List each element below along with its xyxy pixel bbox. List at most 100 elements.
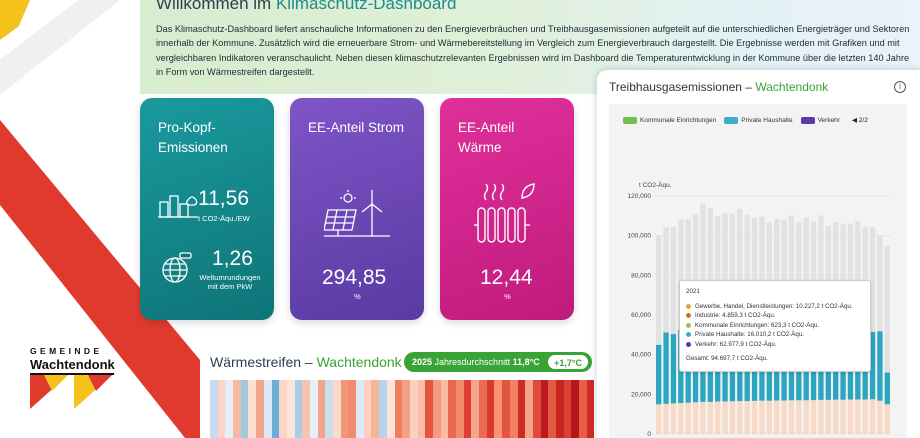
stripe-year[interactable] xyxy=(563,380,572,438)
bar-segment xyxy=(840,399,846,434)
stripe-year[interactable] xyxy=(555,380,564,438)
tooltip-row: Gewerbe, Handel, Dienstleistungen: 10.22… xyxy=(686,302,864,312)
stripe-year[interactable] xyxy=(486,380,495,438)
card-ee-anteil-strom[interactable]: EE-Anteil Strom 294,85 % xyxy=(290,98,424,320)
stripe-year[interactable] xyxy=(463,380,472,438)
stripe-year[interactable] xyxy=(271,380,280,438)
stripe-year[interactable] xyxy=(240,380,249,438)
stripe-year[interactable] xyxy=(279,380,287,438)
stripe-year[interactable] xyxy=(210,380,218,438)
intro-text: Das Klimaschutz-Dashboard liefert anscha… xyxy=(156,24,910,77)
stripe-year[interactable] xyxy=(471,380,480,438)
stripe-year[interactable] xyxy=(540,380,549,438)
emissions-unit: t CO2-Äqu./EW xyxy=(198,214,250,223)
waerme-unit: % xyxy=(504,292,511,301)
chart-tooltip: 2021 Gewerbe, Handel, Dienstleistungen: 1… xyxy=(679,280,871,372)
stripe-year[interactable] xyxy=(402,380,410,438)
bar-segment xyxy=(810,221,817,331)
stripe-year[interactable] xyxy=(502,380,510,438)
stripe-year[interactable] xyxy=(225,380,234,438)
stripe-year[interactable] xyxy=(409,380,418,438)
legend-pager[interactable]: ◀ 2/2 xyxy=(851,117,868,124)
bar-segment xyxy=(855,399,861,434)
bar-segment xyxy=(774,219,780,331)
bar-segment xyxy=(685,219,691,331)
y-tick-label: 120,000 xyxy=(628,193,652,200)
bar-segment xyxy=(877,235,883,332)
card-title: EE-Anteil Strom xyxy=(308,120,405,135)
stripe-year[interactable] xyxy=(417,380,426,438)
stripe-year[interactable] xyxy=(263,380,272,438)
stripe-year[interactable] xyxy=(333,380,341,438)
stripe-year[interactable] xyxy=(248,380,257,438)
bar-segment xyxy=(862,399,868,434)
bar-segment xyxy=(663,403,669,434)
diagonal-ribbons xyxy=(0,0,200,438)
stripe-year[interactable] xyxy=(571,380,579,438)
stripe-year[interactable] xyxy=(517,380,526,438)
logo-emblem xyxy=(30,375,112,409)
bar-segment xyxy=(877,331,883,401)
stripe-year[interactable] xyxy=(479,380,487,438)
info-icon[interactable]: i xyxy=(894,81,906,93)
legend-item[interactable]: Verkehr xyxy=(800,116,840,124)
stripe-year[interactable] xyxy=(302,380,310,438)
warming-stripes[interactable] xyxy=(210,380,595,438)
legend-item[interactable]: Private Haushalte xyxy=(724,116,793,124)
emissions-panel: Treibhausgasemissionen – Wachtendonk i K… xyxy=(597,70,920,438)
stripe-year[interactable] xyxy=(432,380,441,438)
stripe-year[interactable] xyxy=(548,380,556,438)
stripe-year[interactable] xyxy=(494,380,503,438)
legend-item[interactable]: Kommunale Einrichtungen xyxy=(623,116,717,124)
bar-segment xyxy=(692,213,699,327)
bar-segment xyxy=(796,222,802,331)
stripe-year[interactable] xyxy=(233,380,241,438)
bar-segment xyxy=(884,245,890,373)
tooltip-row: Verkehr: 62.977,9 t CO2-Äqu. xyxy=(686,340,864,350)
bar-segment xyxy=(884,404,890,434)
bar-segment xyxy=(833,222,839,329)
stripe-year[interactable] xyxy=(317,380,326,438)
chart-legend[interactable]: Kommunale Einrichtungen Private Haushalte… xyxy=(623,116,868,124)
panel-title: Treibhausgasemissionen – Wachtendonk xyxy=(609,80,829,94)
stripe-year[interactable] xyxy=(217,380,226,438)
bar-segment xyxy=(744,214,750,329)
emissions-value: 11,56 xyxy=(198,187,249,210)
stripe-year[interactable] xyxy=(586,380,595,438)
stripe-year[interactable] xyxy=(525,380,533,438)
bar-segment xyxy=(855,220,861,328)
stripe-year[interactable] xyxy=(325,380,333,438)
stripe-year[interactable] xyxy=(371,380,380,438)
stripe-year[interactable] xyxy=(394,380,403,438)
stripe-year[interactable] xyxy=(286,380,295,438)
stripe-year[interactable] xyxy=(448,380,456,438)
logo-top-text: GEMEINDE xyxy=(30,346,103,356)
stripe-year[interactable] xyxy=(294,380,303,438)
stripe-year[interactable] xyxy=(348,380,357,438)
card-ee-anteil-waerme[interactable]: EE-Anteil Wärme 12,44 % xyxy=(440,98,574,320)
stripe-year[interactable] xyxy=(340,380,349,438)
stripe-year[interactable] xyxy=(456,380,464,438)
stripe-year[interactable] xyxy=(386,380,395,438)
bar-segment xyxy=(656,344,662,405)
stripe-year[interactable] xyxy=(363,380,372,438)
stripe-year[interactable] xyxy=(356,380,364,438)
y-tick-label: 60,000 xyxy=(631,312,651,319)
stripe-year[interactable] xyxy=(379,380,387,438)
bar-segment xyxy=(670,403,677,434)
stripe-year[interactable] xyxy=(509,380,518,438)
worldtrips-value: 1,26 xyxy=(212,247,253,270)
stripe-year[interactable] xyxy=(579,380,587,438)
stripe-year[interactable] xyxy=(440,380,449,438)
temperature-delta: +1,7°C xyxy=(547,354,589,370)
stripe-year[interactable] xyxy=(256,380,264,438)
legend-label: Private Haushalte xyxy=(741,116,793,124)
stripe-year[interactable] xyxy=(532,380,541,438)
emissions-bar-chart[interactable]: t CO2-Äqu. 0 20,000 40,000 60,000 80,000 100,0… xyxy=(609,104,907,438)
card-pro-kopf-emissionen[interactable]: Pro-Kopf-Emissionen 11,56 t CO2-Äqu./EW … xyxy=(140,98,274,320)
stripe-year[interactable] xyxy=(309,380,318,438)
card-title: Pro-Kopf-Emissionen xyxy=(158,120,228,155)
stripe-year[interactable] xyxy=(425,380,433,438)
legend-swatch xyxy=(623,116,637,124)
legend-label: Kommunale Einrichtungen xyxy=(640,116,717,124)
